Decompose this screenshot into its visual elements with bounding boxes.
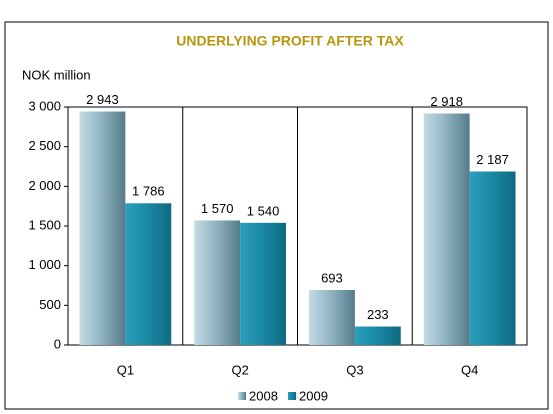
chart-title: UNDERLYING PROFIT AFTER TAX [176,33,404,49]
y-tick-label: 500 [39,297,61,312]
x-tick-label: Q1 [117,362,134,377]
bar [469,171,516,345]
legend-label: 2009 [299,388,328,403]
data-label: 693 [321,270,343,285]
y-tick-label: 3 000 [28,98,61,113]
data-label: 2 187 [476,152,509,167]
x-tick-label: Q2 [231,362,248,377]
y-tick-label: 1 500 [28,217,61,232]
y-axis-label: NOK million [22,67,91,82]
y-tick-label: 1 000 [28,257,61,272]
data-label: 233 [367,307,389,322]
y-tick-label: 2 000 [28,178,61,193]
data-label: 1 540 [247,203,280,218]
data-label: 2 918 [430,94,463,109]
x-tick-label: Q4 [461,362,478,377]
bar [308,290,355,345]
bar [423,113,470,345]
bar [79,111,126,345]
legend-label: 2008 [249,388,278,403]
bar [240,222,287,345]
y-tick-label: 0 [54,336,61,351]
legend-swatch [238,392,246,400]
bar [125,203,172,345]
y-tick-label: 2 500 [28,138,61,153]
bar [354,326,401,345]
data-label: 1 570 [201,201,234,216]
data-label: 1 786 [132,184,165,199]
bar [194,220,241,345]
data-label: 2 943 [86,92,119,107]
x-tick-label: Q3 [346,362,363,377]
legend-swatch [288,392,296,400]
